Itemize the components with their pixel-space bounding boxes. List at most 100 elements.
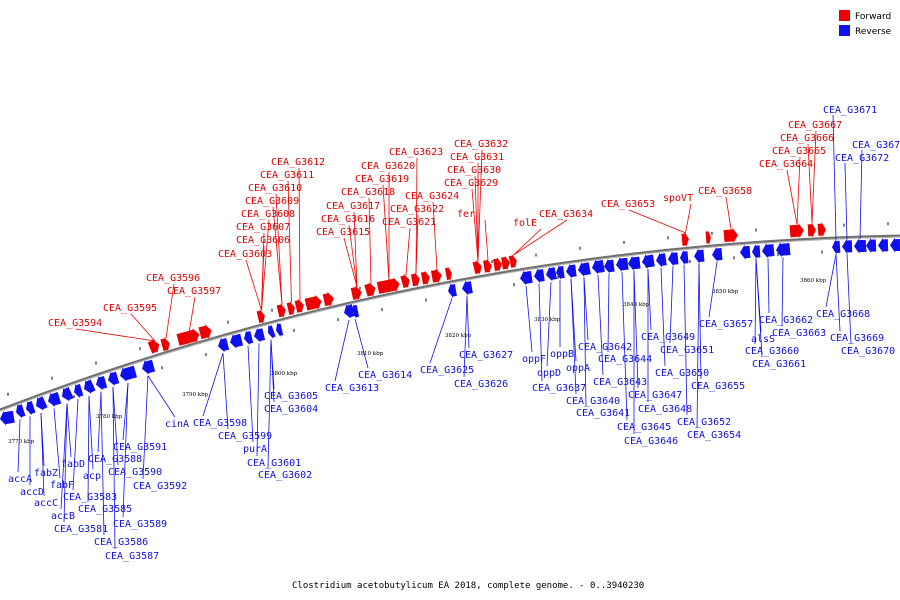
gene-label: CEA_G3668 (816, 309, 870, 320)
reverse-gene-arrow[interactable] (59, 386, 74, 404)
reverse-gene-arrow[interactable] (751, 244, 761, 260)
reverse-gene-arrow[interactable] (81, 378, 96, 396)
label-leader-line (122, 382, 129, 441)
reverse-gene-arrow[interactable] (242, 330, 254, 346)
forward-gene-arrow[interactable] (705, 229, 711, 245)
reverse-gene-arrow[interactable] (252, 327, 266, 344)
forward-gene-arrow[interactable] (350, 285, 363, 302)
reverse-gene-arrow[interactable] (890, 237, 900, 253)
reverse-gene-arrow[interactable] (0, 409, 15, 426)
reverse-gene-arrow[interactable] (711, 246, 723, 263)
forward-gene-arrow[interactable] (294, 298, 305, 314)
reverse-gene-arrow[interactable] (655, 252, 667, 268)
forward-gene-arrow[interactable] (322, 291, 335, 308)
reverse-gene-arrow[interactable] (854, 238, 867, 254)
label-leader-line (368, 197, 372, 284)
reverse-gene-arrow[interactable] (544, 266, 558, 283)
forward-gene-arrow[interactable] (286, 300, 296, 316)
reverse-gene-arrow[interactable] (641, 253, 655, 270)
reverse-gene-arrow[interactable] (118, 364, 138, 383)
forward-gene-arrow[interactable] (276, 302, 287, 318)
reverse-gene-arrow[interactable] (832, 239, 841, 255)
reverse-gene-arrow[interactable] (94, 375, 108, 392)
gene-label: CEA_G3594 (48, 318, 102, 329)
reverse-gene-arrow[interactable] (775, 242, 791, 258)
reverse-gene-arrow[interactable] (842, 238, 853, 254)
gene-label: CEA_G3585 (78, 504, 132, 515)
forward-gene-arrow[interactable] (444, 266, 453, 282)
label-leader-line (835, 254, 841, 332)
reverse-gene-arrow[interactable] (461, 280, 473, 296)
forward-gene-arrow[interactable] (807, 222, 817, 238)
reverse-gene-arrow[interactable] (24, 400, 36, 417)
gene-label: CEA_G3661 (752, 359, 806, 370)
gene-label: CEA_G3611 (260, 170, 314, 181)
forward-gene-arrow[interactable] (508, 253, 518, 269)
reverse-gene-arrow[interactable] (577, 261, 592, 278)
forward-gene-arrow[interactable] (483, 258, 493, 274)
forward-gene-arrow[interactable] (410, 272, 422, 288)
reverse-gene-arrow[interactable] (266, 324, 277, 340)
reverse-gene-arrow[interactable] (274, 322, 284, 338)
scale-label: 3770 kbp (8, 439, 35, 445)
reverse-gene-arrow[interactable] (739, 244, 751, 260)
gene-label: CEA_G3671 (823, 105, 877, 116)
gene-label: CEA_G3614 (358, 370, 412, 381)
forward-gene-arrow[interactable] (376, 276, 401, 295)
reverse-gene-arrow[interactable] (615, 256, 629, 272)
gene-label: CEA_G3596 (146, 273, 200, 284)
reverse-gene-arrow[interactable] (140, 358, 156, 376)
reverse-gene-arrow[interactable] (565, 263, 577, 279)
label-leader-line (429, 298, 453, 364)
reverse-gene-arrow[interactable] (603, 258, 615, 274)
reverse-gene-arrow[interactable] (693, 248, 705, 264)
reverse-gene-arrow[interactable] (555, 265, 565, 281)
reverse-gene-arrow[interactable] (761, 243, 775, 259)
legend-forward-label: Forward (855, 12, 891, 22)
gene-label: acp (83, 471, 101, 482)
label-leader-line (334, 319, 350, 382)
reverse-gene-arrow[interactable] (591, 258, 605, 275)
gene-label: CEA_G3648 (638, 404, 692, 415)
forward-gene-arrow[interactable] (147, 337, 162, 355)
reverse-gene-arrow[interactable] (33, 395, 48, 413)
forward-gene-arrow[interactable] (817, 222, 826, 238)
forward-gene-arrow[interactable] (364, 281, 378, 298)
forward-gene-arrow[interactable] (681, 232, 689, 248)
reverse-gene-arrow[interactable] (216, 337, 230, 354)
reverse-gene-arrow[interactable] (342, 303, 356, 320)
forward-gene-arrow[interactable] (198, 323, 213, 341)
reverse-gene-arrow[interactable] (866, 238, 877, 254)
legend-reverse-label: Reverse (855, 27, 892, 37)
label-leader-line (130, 313, 156, 342)
forward-gene-arrow[interactable] (493, 256, 503, 272)
reverse-gene-arrow[interactable] (667, 251, 679, 267)
reverse-gene-arrow[interactable] (533, 268, 545, 284)
reverse-gene-arrow[interactable] (350, 303, 360, 319)
forward-gene-arrow[interactable] (420, 270, 432, 286)
reverse-gene-arrow[interactable] (447, 283, 457, 299)
forward-gene-arrow[interactable] (400, 273, 412, 290)
reverse-gene-arrow[interactable] (14, 403, 26, 420)
scale-labels: 3770 kbp 3780 kbp 3790 kbp 3800 kbp 3810… (8, 278, 827, 445)
reverse-gene-arrow[interactable] (878, 237, 889, 253)
reverse-gene-arrow[interactable] (106, 370, 120, 387)
reverse-gene-arrow[interactable] (679, 250, 689, 266)
reverse-gene-arrow[interactable] (519, 269, 533, 286)
reverse-gene-arrow[interactable] (228, 332, 244, 349)
gene-label: CEA_G3622 (390, 204, 444, 215)
forward-gene-arrow[interactable] (160, 336, 172, 353)
forward-gene-arrow[interactable] (256, 308, 266, 324)
reverse-gene-arrow[interactable] (627, 255, 641, 271)
forward-gene-arrow[interactable] (501, 255, 511, 271)
reverse-gene-arrow[interactable] (72, 383, 84, 400)
forward-gene-arrow[interactable] (472, 259, 483, 275)
forward-gene-arrow[interactable] (723, 227, 738, 243)
forward-gene-arrow[interactable] (430, 268, 443, 285)
forward-gene-arrow[interactable] (789, 223, 804, 239)
reverse-gene-arrow[interactable] (46, 391, 62, 409)
label-leader-line (75, 328, 156, 342)
forward-gene-arrow[interactable] (304, 294, 323, 312)
forward-gene-arrow[interactable] (176, 327, 201, 347)
